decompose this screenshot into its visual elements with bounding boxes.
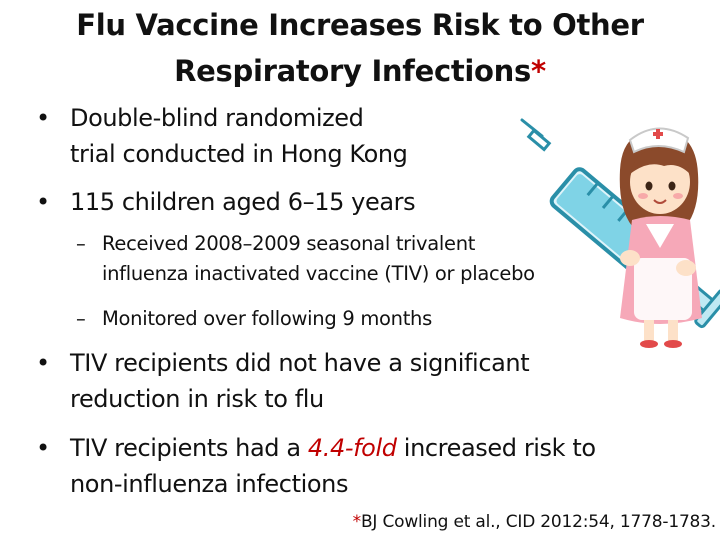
nurse-icon xyxy=(619,127,702,348)
nurse-with-syringe-icon xyxy=(480,108,720,348)
bullet-text-line: non-influenza infections xyxy=(70,470,349,498)
sub-bullet-monitoring: – Monitored over following 9 months xyxy=(76,304,432,334)
risk-fold-highlight: 4.4-fold xyxy=(307,434,397,462)
citation-text: BJ Cowling et al., CID 2012:54, 1778-178… xyxy=(360,512,716,532)
title-line-2: Respiratory Infections xyxy=(174,54,531,88)
bullet-text-line: trial conducted in Hong Kong xyxy=(70,140,408,168)
citation: *BJ Cowling et al., CID 2012:54, 1778-17… xyxy=(352,507,717,537)
bullet-text-line: Double-blind randomized xyxy=(70,104,364,132)
bullet-text-line: reduction in risk to flu xyxy=(70,385,324,413)
bullet-text-line: TIV recipients did not have a significan… xyxy=(70,349,530,377)
bullet-study-design: • Double-blind randomized trial conducte… xyxy=(36,100,408,172)
bullet-increased-risk: • TIV recipients had a 4.4-fold increase… xyxy=(36,430,596,502)
slide-title: Flu Vaccine Increases Risk to Other Resp… xyxy=(0,2,720,94)
bullet-marker: • xyxy=(36,104,50,132)
bullet-text-pre: TIV recipients had a xyxy=(70,434,308,462)
bullet-marker: • xyxy=(36,188,50,216)
bullet-marker: • xyxy=(36,434,50,462)
sub-bullet-marker: – xyxy=(76,232,86,255)
sub-bullet-marker: – xyxy=(76,307,86,330)
bullet-text-post: increased risk to xyxy=(396,434,596,462)
sub-bullet-text-line: Monitored over following 9 months xyxy=(102,307,432,330)
bullet-marker: • xyxy=(36,349,50,377)
title-asterisk: * xyxy=(531,54,546,88)
sub-bullet-text-line: Received 2008–2009 seasonal trivalent xyxy=(102,232,476,255)
sub-bullet-text-line: influenza inactivated vaccine (TIV) or p… xyxy=(102,262,535,285)
citation-asterisk: * xyxy=(352,512,362,532)
bullet-participants: • 115 children aged 6–15 years xyxy=(36,184,416,220)
sub-bullet-vaccine: – Received 2008–2009 seasonal trivalent … xyxy=(76,229,535,289)
title-line-1: Flu Vaccine Increases Risk to Other xyxy=(76,8,644,42)
bullet-text-line: 115 children aged 6–15 years xyxy=(70,188,416,216)
bullet-no-reduction: • TIV recipients did not have a signific… xyxy=(36,345,530,417)
